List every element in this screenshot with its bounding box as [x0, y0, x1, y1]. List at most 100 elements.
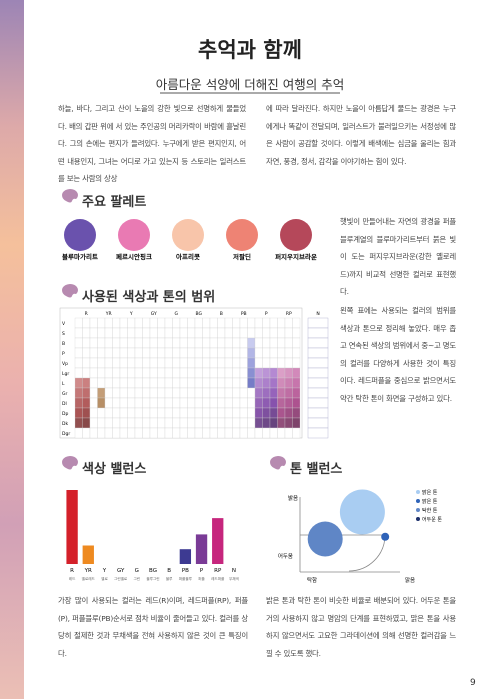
grid-cell	[104, 427, 113, 439]
grid-cell	[127, 317, 136, 329]
grid-cell	[269, 337, 278, 349]
grid-cell	[179, 317, 188, 329]
grid-cell	[134, 397, 143, 409]
grid-cell	[269, 317, 278, 329]
grid-cell	[194, 387, 203, 399]
grid-cell	[277, 317, 286, 329]
grid-cell	[97, 427, 106, 439]
grid-cell	[149, 367, 158, 379]
grid-cell	[104, 367, 113, 379]
x-tick-label: P	[200, 568, 204, 574]
x-tick-label: GY	[117, 568, 125, 574]
legend-label: 밝은 톤	[422, 489, 438, 496]
grid-cell	[292, 427, 301, 439]
grid-cell	[82, 327, 91, 339]
grid-cell	[134, 327, 143, 339]
grid-cell	[149, 417, 158, 429]
grid-cell	[149, 407, 158, 419]
grid-cell	[247, 387, 256, 399]
grid-cell	[82, 357, 91, 369]
grid-cell	[232, 347, 241, 359]
grid-cell	[157, 407, 166, 419]
grid-cell	[157, 347, 166, 359]
bar	[212, 518, 224, 564]
grid-cell	[284, 367, 293, 379]
grid-cell	[224, 377, 233, 389]
grid-cell	[217, 377, 226, 389]
grid-cell	[239, 337, 248, 349]
grid-cell	[127, 417, 136, 429]
grid-cell	[194, 337, 203, 349]
grid-cell	[119, 347, 128, 359]
grid-cell	[202, 427, 211, 439]
grid-cell	[224, 407, 233, 419]
axis-label: 맑음	[405, 576, 415, 584]
grid-cell	[187, 387, 196, 399]
grid-cell	[134, 387, 143, 399]
grid-cell	[239, 327, 248, 339]
grid-cell	[202, 327, 211, 339]
grid-cell	[232, 337, 241, 349]
grid-cell	[262, 337, 271, 349]
grid-cell	[202, 337, 211, 349]
grid-cell	[164, 387, 173, 399]
grid-cell	[194, 327, 203, 339]
neutral-cell	[307, 317, 329, 329]
grid-cell	[179, 367, 188, 379]
hue-label: G	[175, 311, 179, 317]
grid-cell	[119, 327, 128, 339]
grid-cell	[254, 337, 263, 349]
palette: 블루마가리트 페르시안핑크 아프리콧 저팔딘 퍼지우지브라운	[62, 219, 317, 261]
grid-cell	[172, 417, 181, 429]
x-tick-sublabel: 블루그린	[146, 576, 159, 581]
grid-cell	[149, 397, 158, 409]
grid-cell	[172, 397, 181, 409]
grid-cell	[134, 337, 143, 349]
neutral-cell	[307, 387, 329, 399]
legend-label: 맑은 톤	[422, 498, 438, 505]
grid-cell	[112, 397, 121, 409]
grid-cell	[217, 347, 226, 359]
grid-cell	[239, 407, 248, 419]
grid-cell	[239, 357, 248, 369]
hue-label: PB	[241, 311, 247, 317]
grid-cell	[187, 357, 196, 369]
neutral-cell	[307, 337, 329, 349]
grid-cell	[97, 317, 106, 329]
grid-cell	[217, 397, 226, 409]
grid-cell	[224, 427, 233, 439]
grid-cell	[134, 317, 143, 329]
grid-cell	[269, 357, 278, 369]
grid-cell	[134, 377, 143, 389]
grid-cell	[247, 407, 256, 419]
grid-cell	[104, 357, 113, 369]
grid-cell	[149, 317, 158, 329]
grid-cell	[277, 357, 286, 369]
grid-cell	[127, 397, 136, 409]
grid-cell	[187, 427, 196, 439]
grid-cell	[134, 347, 143, 359]
grid-cell	[127, 427, 136, 439]
grid-cell	[254, 417, 263, 429]
grid-cell	[172, 347, 181, 359]
grid-cell	[224, 367, 233, 379]
grid-cell	[119, 427, 128, 439]
grid-cell	[164, 327, 173, 339]
tone-label: B	[62, 341, 65, 347]
tone-label: Dp	[62, 411, 68, 417]
neutral-cell	[307, 377, 329, 389]
grid-cell	[104, 337, 113, 349]
grid-cell	[89, 427, 98, 439]
grid-cell	[232, 377, 241, 389]
grid-cell	[112, 327, 121, 339]
tone-label: L	[62, 381, 65, 387]
grid-cell	[112, 357, 121, 369]
grid-cell	[277, 417, 286, 429]
grid-cell	[172, 387, 181, 399]
grid-cell	[284, 377, 293, 389]
grid-cell	[157, 417, 166, 429]
grid-cell	[172, 317, 181, 329]
grid-cell	[112, 337, 121, 349]
